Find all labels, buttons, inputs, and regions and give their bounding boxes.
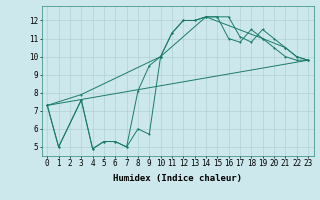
X-axis label: Humidex (Indice chaleur): Humidex (Indice chaleur) (113, 174, 242, 183)
